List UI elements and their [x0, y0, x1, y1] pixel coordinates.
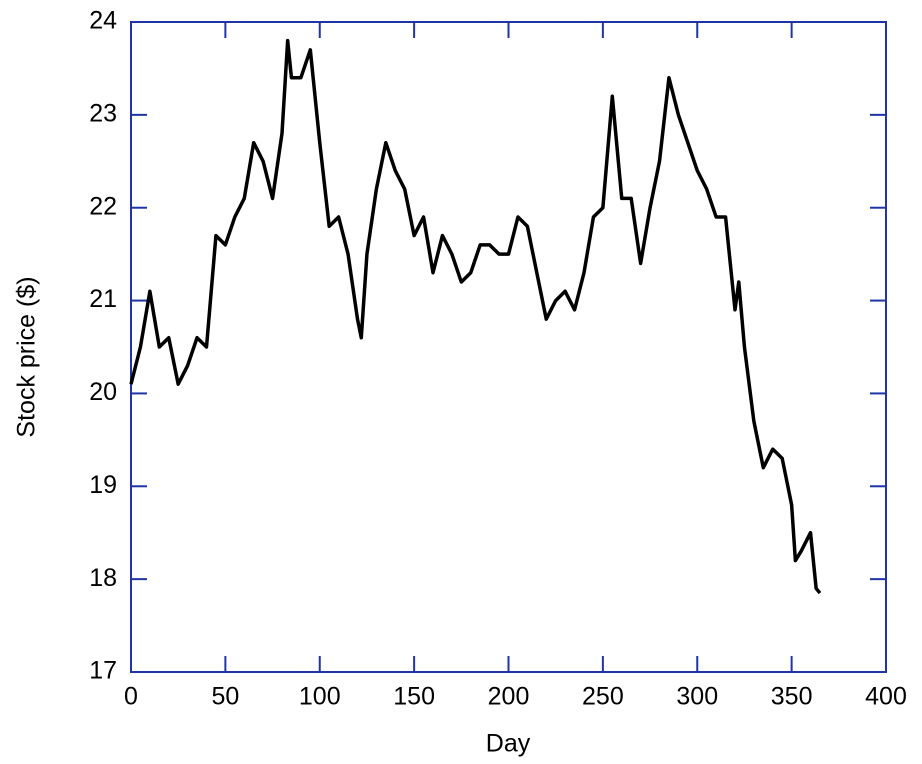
y-tick-label: 20	[89, 378, 117, 406]
price-line	[129, 38, 822, 595]
plot-frame	[130, 21, 887, 673]
y-tick-label: 19	[89, 471, 117, 499]
x-tick-label: 400	[865, 683, 907, 711]
x-tick-label: 100	[299, 683, 341, 711]
x-tick-label: 250	[582, 683, 624, 711]
x-tick-label: 50	[211, 683, 239, 711]
y-tick-label: 18	[89, 564, 117, 592]
y-tick-label: 22	[89, 192, 117, 220]
x-tick-label: 350	[771, 683, 813, 711]
x-tick-label: 300	[676, 683, 718, 711]
y-tick-label: 17	[89, 657, 117, 685]
y-axis-label: Stock price ($)	[13, 276, 41, 437]
x-tick-label: 150	[393, 683, 435, 711]
x-tick-label: 200	[488, 683, 530, 711]
x-axis-label: Day	[486, 730, 531, 758]
y-tick-label: 24	[89, 7, 117, 35]
y-tick-label: 21	[89, 285, 117, 313]
x-tick-label: 0	[124, 683, 138, 711]
y-tick-label: 23	[89, 99, 117, 127]
